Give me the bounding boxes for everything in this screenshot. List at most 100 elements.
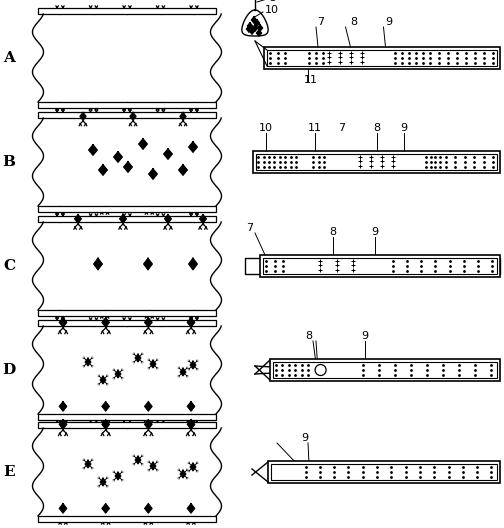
Text: 7: 7	[246, 223, 254, 233]
Text: 8: 8	[373, 123, 380, 133]
Bar	[38, 206, 216, 212]
Bar	[311, 362, 335, 378]
Bar	[38, 14, 216, 102]
Polygon shape	[75, 214, 82, 223]
Polygon shape	[254, 20, 260, 26]
Bar	[396, 154, 424, 170]
Polygon shape	[85, 358, 91, 366]
Bar	[424, 154, 442, 170]
Polygon shape	[150, 462, 156, 470]
Text: C: C	[3, 259, 15, 273]
Text: 7: 7	[338, 123, 345, 133]
Polygon shape	[115, 370, 121, 378]
Bar	[442, 154, 497, 170]
Bar	[271, 464, 497, 480]
Bar	[365, 50, 392, 66]
Text: 11: 11	[308, 123, 322, 133]
Bar	[270, 359, 500, 381]
Text: 9: 9	[385, 17, 392, 27]
Bar	[326, 50, 365, 66]
Text: D: D	[3, 363, 16, 377]
Polygon shape	[115, 472, 121, 480]
Polygon shape	[59, 317, 67, 327]
Polygon shape	[163, 148, 172, 159]
Text: 8: 8	[350, 17, 357, 27]
Bar	[356, 258, 388, 274]
Text: 7: 7	[318, 17, 325, 27]
Polygon shape	[98, 165, 107, 175]
Polygon shape	[188, 142, 198, 153]
Polygon shape	[187, 419, 195, 429]
Text: A: A	[3, 51, 15, 65]
Bar	[38, 310, 216, 316]
Polygon shape	[85, 460, 91, 468]
Polygon shape	[190, 361, 196, 369]
Polygon shape	[145, 317, 152, 327]
Bar	[263, 258, 286, 274]
Text: 5: 5	[269, 0, 276, 3]
Polygon shape	[100, 478, 106, 486]
Polygon shape	[251, 16, 257, 24]
Bar	[273, 362, 497, 378]
Bar	[273, 362, 311, 378]
Bar	[357, 154, 396, 170]
Polygon shape	[59, 419, 67, 429]
Bar	[317, 258, 356, 274]
Text: 8: 8	[305, 331, 312, 341]
Polygon shape	[256, 30, 262, 36]
Polygon shape	[164, 214, 171, 223]
Polygon shape	[123, 162, 133, 173]
Polygon shape	[59, 504, 67, 513]
Bar	[286, 258, 317, 274]
Bar	[260, 255, 500, 277]
Bar	[38, 320, 216, 326]
Bar	[38, 516, 216, 522]
Bar	[335, 362, 357, 378]
Text: 10: 10	[265, 5, 279, 15]
Text: 10: 10	[259, 123, 273, 133]
Bar	[263, 258, 497, 274]
Bar	[298, 154, 311, 170]
Text: 9: 9	[301, 433, 308, 443]
Bar	[38, 414, 216, 420]
Bar	[388, 258, 497, 274]
Polygon shape	[144, 258, 153, 270]
Text: 9: 9	[371, 227, 379, 237]
Bar	[268, 461, 500, 483]
Bar	[426, 50, 497, 66]
Bar	[306, 50, 326, 66]
Polygon shape	[180, 112, 186, 120]
Bar	[38, 102, 216, 108]
Polygon shape	[94, 258, 102, 270]
Polygon shape	[135, 456, 141, 464]
Text: 11: 11	[304, 75, 318, 85]
Polygon shape	[102, 401, 109, 411]
Text: 8: 8	[329, 227, 336, 237]
Polygon shape	[145, 401, 152, 411]
Bar	[253, 151, 500, 173]
Polygon shape	[187, 401, 195, 411]
Polygon shape	[102, 317, 109, 327]
Bar	[38, 326, 216, 414]
Polygon shape	[180, 368, 186, 376]
Bar	[326, 154, 357, 170]
Polygon shape	[59, 401, 67, 411]
Polygon shape	[102, 504, 109, 513]
Polygon shape	[113, 152, 122, 163]
Bar	[267, 50, 497, 66]
Polygon shape	[150, 360, 156, 368]
Polygon shape	[130, 112, 136, 120]
Text: E: E	[3, 465, 15, 479]
Polygon shape	[119, 214, 127, 223]
Polygon shape	[149, 168, 157, 180]
Bar	[38, 118, 216, 206]
Text: 9: 9	[361, 331, 368, 341]
Text: B: B	[3, 155, 16, 169]
Polygon shape	[89, 145, 97, 156]
Bar	[38, 216, 216, 222]
Polygon shape	[80, 112, 86, 120]
Bar	[357, 362, 497, 378]
Polygon shape	[180, 470, 186, 478]
Polygon shape	[145, 504, 152, 513]
Bar	[300, 464, 497, 480]
